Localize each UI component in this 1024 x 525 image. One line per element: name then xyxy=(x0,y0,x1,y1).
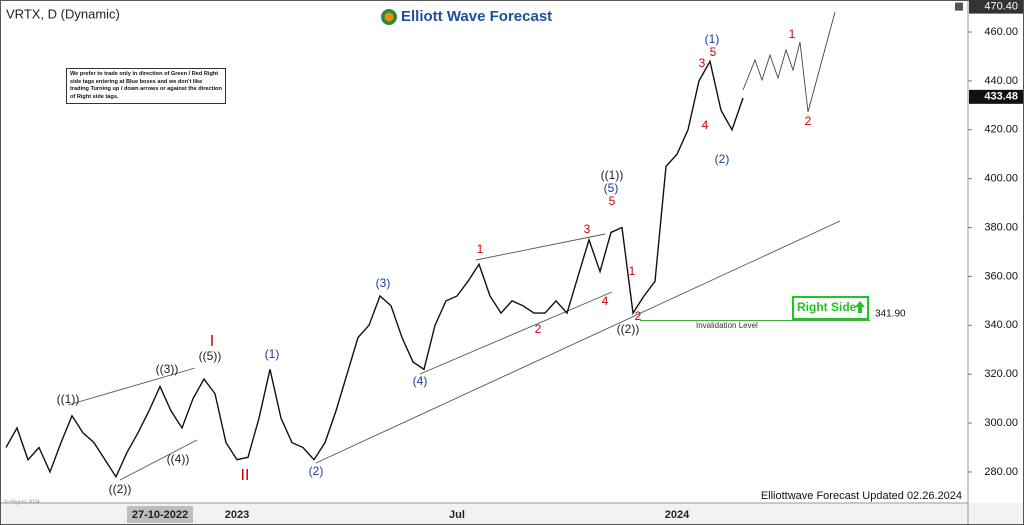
trendlines xyxy=(67,11,841,481)
right-side-arrow xyxy=(855,301,865,313)
wave-label: II xyxy=(241,467,250,484)
y-tick-label: 380.00 xyxy=(984,221,1018,233)
wave-label: ((2)) xyxy=(617,322,640,336)
y-tick-label: 280.00 xyxy=(984,466,1018,478)
high-marker-label: 470.40 xyxy=(984,1,1018,13)
wave-label: 2 xyxy=(805,114,812,128)
wave-label: ((2)) xyxy=(109,482,132,496)
x-tick-label: 2024 xyxy=(665,509,690,521)
wave-label: 3 xyxy=(584,222,591,236)
wave-label: (2) xyxy=(309,464,324,478)
wave-label: 3 xyxy=(699,56,706,70)
wave-label: (4) xyxy=(413,374,428,388)
chart-title: VRTX, D (Dynamic) xyxy=(6,6,120,21)
y-tick-label: 320.00 xyxy=(984,368,1018,380)
wave-label: (2) xyxy=(715,152,730,166)
projection-path xyxy=(742,11,836,113)
logo-icon-inner xyxy=(384,12,394,22)
wave-label: 4 xyxy=(602,294,609,308)
logo: Elliott Wave Forecast xyxy=(381,8,552,25)
wave-label: (5) xyxy=(604,181,619,195)
wave-label: 2 xyxy=(635,309,642,323)
x-tick-label: 27-10-2022 xyxy=(132,509,188,521)
wave-label: 4 xyxy=(702,118,709,132)
y-tick-label: 340.00 xyxy=(984,319,1018,331)
invalidation-text: Invalidation Level xyxy=(696,321,758,330)
right-side-box xyxy=(792,296,869,320)
wave-label: ((3)) xyxy=(156,362,179,376)
price-line xyxy=(5,59,744,479)
wave-label: 1 xyxy=(629,264,636,278)
right-side-text: Right Side xyxy=(797,300,857,314)
y-tick-label: 400.00 xyxy=(984,173,1018,185)
wave-label: ((4)) xyxy=(167,452,190,466)
last-price-label: 433.48 xyxy=(984,91,1018,103)
invalidation-value: 341.90 xyxy=(875,308,906,319)
high-marker-box xyxy=(969,0,1023,14)
footer: Elliottwave Forecast Updated 02.26.2024 xyxy=(761,490,962,502)
y-tick-label: 460.00 xyxy=(984,26,1018,38)
wave-label: (1) xyxy=(265,347,280,361)
y-tick-label: 420.00 xyxy=(984,124,1018,136)
x-tick-label: 2023 xyxy=(225,509,249,521)
wave-label: 5 xyxy=(710,45,717,59)
y-tick-label: 300.00 xyxy=(984,417,1018,429)
trendline xyxy=(315,220,841,464)
wave-label: 1 xyxy=(477,242,484,256)
last-price-box xyxy=(969,89,1023,104)
y-tick-label: 360.00 xyxy=(984,270,1018,282)
trendline xyxy=(475,233,606,261)
x-axis-band xyxy=(0,503,1024,525)
wave-label: ((1)) xyxy=(601,168,624,182)
brand: Elliott Wave Forecast xyxy=(401,8,552,25)
wave-label: I xyxy=(210,333,214,350)
trendline xyxy=(67,367,196,406)
high-marker-icon xyxy=(955,2,963,11)
wave-label: ((1)) xyxy=(57,392,80,406)
wave-label: 1 xyxy=(789,27,796,41)
trendline xyxy=(119,439,198,481)
wave-label: ((5)) xyxy=(199,349,222,363)
wave-label: (3) xyxy=(376,276,391,290)
wave-label: (1) xyxy=(705,32,720,46)
source: © eSignal, 2024 xyxy=(4,498,40,505)
trendline xyxy=(419,291,613,375)
wave-label: 5 xyxy=(609,194,616,208)
y-tick-label: 440.00 xyxy=(984,75,1018,87)
wave-label: 2 xyxy=(535,322,542,336)
note: We prefer to trade only in direction of … xyxy=(66,68,226,105)
crosshair-date-box xyxy=(127,506,193,523)
x-tick-label: Jul xyxy=(449,509,465,521)
